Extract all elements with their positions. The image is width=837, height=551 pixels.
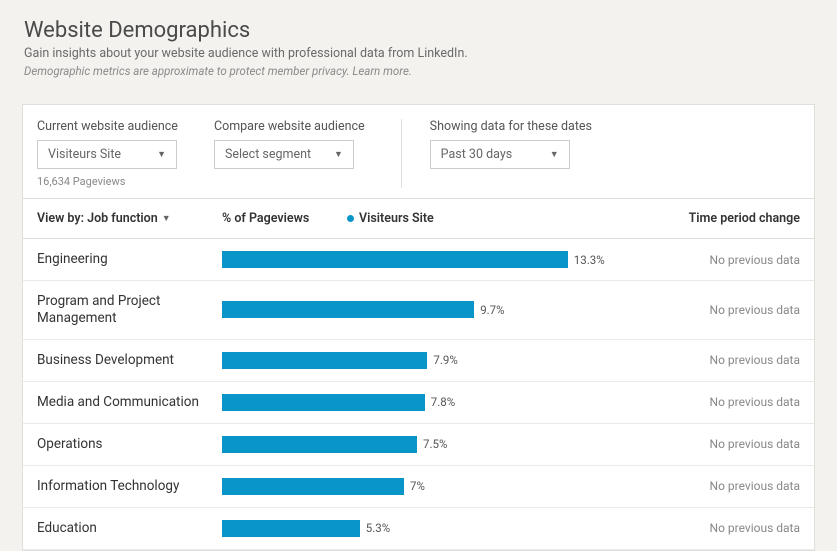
- row-change: No previous data: [670, 353, 800, 367]
- bar-track: 7.5%: [222, 436, 612, 453]
- row-bar-area: 7.8%: [222, 394, 670, 411]
- audience-select[interactable]: Visiteurs Site ▼: [37, 140, 177, 169]
- row-label: Operations: [37, 436, 222, 453]
- audience-select-value: Visiteurs Site: [48, 147, 121, 162]
- bar: [222, 436, 417, 453]
- row-label: Business Development: [37, 352, 222, 369]
- bar-value: 7.9%: [433, 353, 457, 367]
- row-label: Engineering: [37, 251, 222, 268]
- viewby-prefix: View by:: [37, 211, 84, 226]
- bar-track: 5.3%: [222, 520, 612, 537]
- bar-track: 9.7%: [222, 301, 612, 318]
- table-row: Education 5.3% No previous data: [23, 508, 814, 550]
- table-header: View by: Job function ▼ % of Pageviews V…: [23, 199, 814, 239]
- row-label: Education: [37, 520, 222, 537]
- legend: Visiteurs Site: [347, 211, 670, 226]
- privacy-note-text: Demographic metrics are approximate to p…: [24, 64, 352, 78]
- chevron-down-icon: ▼: [162, 213, 171, 224]
- row-label: Information Technology: [37, 478, 222, 495]
- row-label: Media and Communication: [37, 394, 222, 411]
- table-row: Engineering 13.3% No previous data: [23, 239, 814, 281]
- bar: [222, 520, 360, 537]
- bar-track: 7.8%: [222, 394, 612, 411]
- table-rows: Engineering13.3%No previous dataProgram …: [23, 239, 814, 550]
- table-row: Business Development 7.9% No previous data: [23, 340, 814, 382]
- table-row: Media and Communication 7.8% No previous d…: [23, 382, 814, 424]
- table-row: Information Technology 7% No previous data: [23, 466, 814, 508]
- compare-label: Compare website audience: [214, 119, 365, 134]
- row-bar-area: 7.9%: [222, 352, 670, 369]
- demographics-panel: Current website audience Visiteurs Site …: [22, 104, 815, 551]
- row-change: No previous data: [670, 253, 800, 267]
- dates-label: Showing data for these dates: [430, 119, 592, 134]
- bar-value: 5.3%: [366, 521, 390, 535]
- viewby-selector[interactable]: View by: Job function ▼: [37, 211, 222, 226]
- dates-filter: Showing data for these dates Past 30 day…: [401, 119, 592, 188]
- page-subtitle: Gain insights about your website audienc…: [24, 46, 813, 61]
- chevron-down-icon: ▼: [157, 149, 166, 160]
- row-bar-area: 9.7%: [222, 301, 670, 318]
- audience-filter: Current website audience Visiteurs Site …: [37, 119, 178, 188]
- bar-value: 7.8%: [431, 395, 455, 409]
- bar: [222, 352, 427, 369]
- compare-select-value: Select segment: [225, 147, 311, 162]
- page-header: Website Demographics Gain insights about…: [0, 0, 837, 90]
- row-bar-area: 13.3%: [222, 251, 670, 268]
- bar-track: 7.9%: [222, 352, 612, 369]
- bar: [222, 394, 425, 411]
- compare-select[interactable]: Select segment ▼: [214, 140, 354, 169]
- row-bar-area: 7%: [222, 478, 670, 495]
- viewby-value: Job function: [87, 211, 158, 226]
- dates-select[interactable]: Past 30 days ▼: [430, 140, 570, 169]
- row-change: No previous data: [670, 437, 800, 451]
- bar: [222, 251, 568, 268]
- row-change: No previous data: [670, 303, 800, 317]
- row-bar-area: 7.5%: [222, 436, 670, 453]
- bar: [222, 301, 474, 318]
- col-change-header: Time period change: [670, 211, 800, 226]
- audience-label: Current website audience: [37, 119, 178, 134]
- legend-dot-icon: [347, 215, 354, 222]
- bar-value: 7.5%: [423, 437, 447, 451]
- dates-select-value: Past 30 days: [441, 147, 513, 162]
- row-change: No previous data: [670, 479, 800, 493]
- chevron-down-icon: ▼: [334, 149, 343, 160]
- bar-value: 9.7%: [480, 303, 504, 317]
- audience-pageviews: 16,634 Pageviews: [37, 175, 178, 188]
- legend-label: Visiteurs Site: [359, 211, 434, 226]
- bar-track: 13.3%: [222, 251, 612, 268]
- table-row: Program and Project Management 9.7% No pre…: [23, 281, 814, 340]
- bar-track: 7%: [222, 478, 612, 495]
- bar: [222, 478, 404, 495]
- bar-value: 7%: [410, 479, 425, 493]
- row-bar-area: 5.3%: [222, 520, 670, 537]
- row-change: No previous data: [670, 395, 800, 409]
- bar-value: 13.3%: [574, 253, 605, 267]
- compare-filter: Compare website audience Select segment …: [214, 119, 365, 188]
- chevron-down-icon: ▼: [550, 149, 559, 160]
- filters-row: Current website audience Visiteurs Site …: [23, 105, 814, 199]
- row-label: Program and Project Management: [37, 293, 222, 327]
- col-pct-header: % of Pageviews: [222, 211, 347, 226]
- learn-more-link[interactable]: Learn more.: [352, 64, 411, 78]
- row-change: No previous data: [670, 521, 800, 535]
- page-title: Website Demographics: [24, 18, 813, 43]
- privacy-note: Demographic metrics are approximate to p…: [24, 64, 813, 78]
- table-row: Operations 7.5% No previous data: [23, 424, 814, 466]
